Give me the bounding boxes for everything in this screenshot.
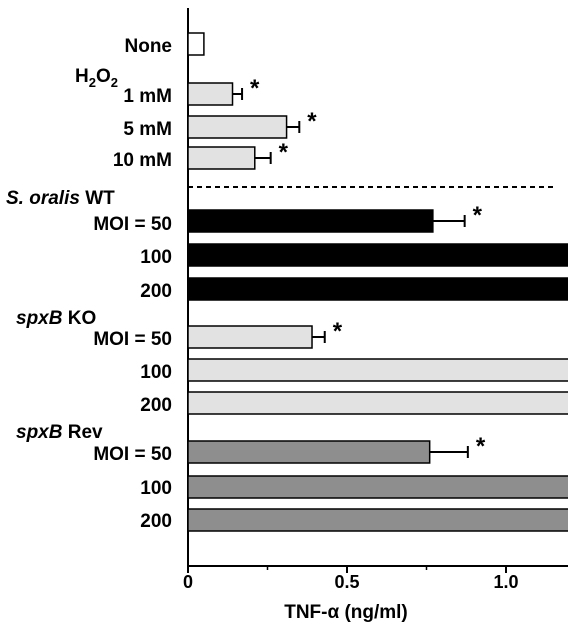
bar [187,146,256,170]
row-label-5mm: 5 mM [123,119,172,140]
row-label-1mm: 1 mM [123,86,172,107]
group-label-h2o2: H2O2 [75,66,118,90]
x-tick-label: 0 [183,572,193,592]
bar [187,82,234,106]
bar [187,475,568,499]
bar [187,325,313,349]
bar [187,440,431,464]
significance-marker: * [473,202,483,229]
bar [187,277,568,301]
bar [187,32,205,56]
significance-marker: * [250,75,260,102]
row-label-rev-moi50: MOI = 50 [93,444,172,465]
significance-marker: * [279,139,289,166]
bar [187,243,568,267]
row-label-wt-100: 100 [140,247,172,268]
bar [187,391,568,415]
group-label-spxb-ko: spxB KO [16,308,96,329]
row-label-10mm: 10 mM [113,150,172,171]
group-label-s-oralis-wt: S. oralis WT [6,188,115,209]
x-axis-title: TNF-α (ng/ml) [284,602,408,623]
row-label-ko-moi50: MOI = 50 [93,329,172,350]
significance-marker: * [476,433,486,460]
row-label-none: None [125,36,173,57]
bar [187,358,568,382]
x-tick-label: 0.5 [334,572,359,592]
bar [187,115,288,139]
group-label-spxb-rev: spxB Rev [16,422,103,443]
row-label-ko-200: 200 [140,395,172,416]
significance-marker: * [333,318,343,345]
significance-marker: * [307,108,317,135]
x-tick-label: 1.0 [493,572,518,592]
bar [187,508,568,532]
row-label-rev-200: 200 [140,511,172,532]
row-label-wt-200: 200 [140,281,172,302]
row-label-ko-100: 100 [140,362,172,383]
plot-area: 00.51.01.52.0************ [183,8,568,592]
row-label-rev-100: 100 [140,478,172,499]
bar [187,209,434,233]
row-label-wt-moi50: MOI = 50 [93,214,172,235]
